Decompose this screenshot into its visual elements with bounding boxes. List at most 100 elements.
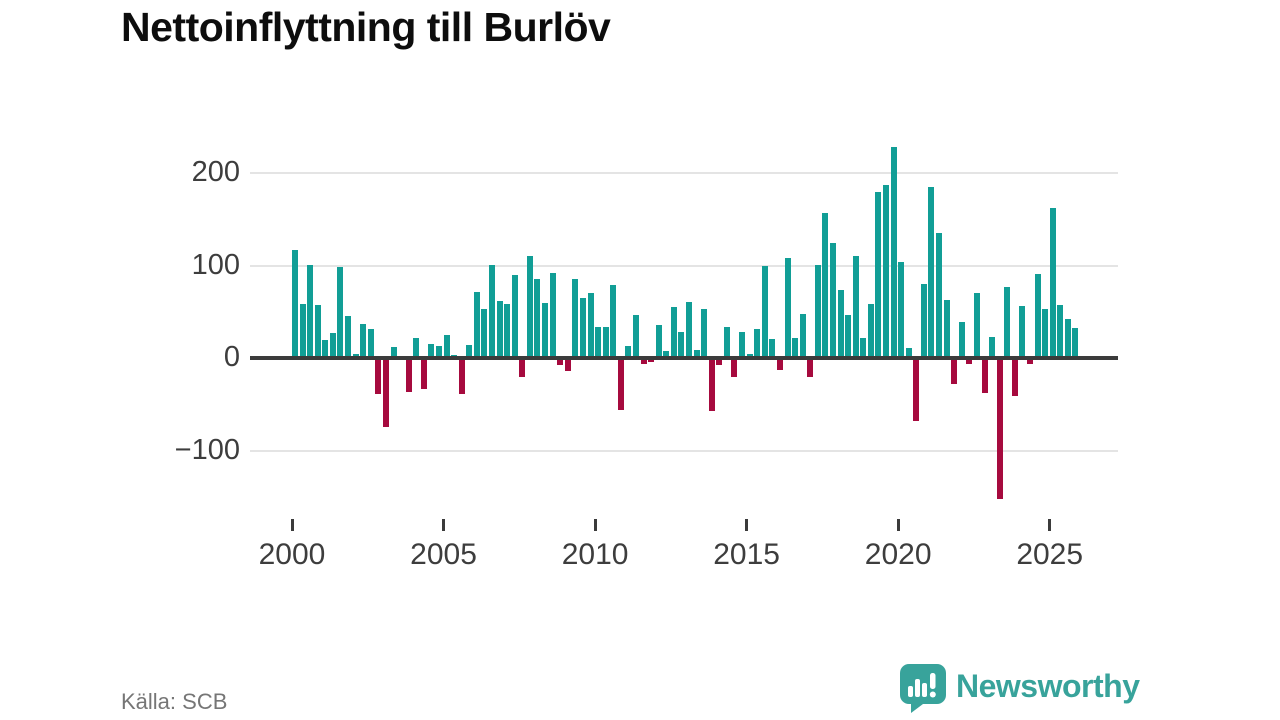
bar-positive — [845, 314, 852, 358]
bar-positive — [572, 279, 579, 358]
bar-positive — [678, 332, 685, 358]
bar-positive — [504, 304, 511, 358]
bar-positive — [367, 329, 374, 358]
x-tick-label: 2010 — [561, 538, 629, 571]
bar-positive — [883, 185, 889, 358]
y-gridline — [250, 449, 1118, 452]
bar-positive — [958, 321, 965, 358]
bar-negative — [913, 358, 920, 421]
bar-positive — [739, 332, 746, 358]
bar-positive — [1042, 308, 1049, 358]
newsworthy-logo-icon — [900, 664, 946, 713]
bar-positive — [625, 345, 632, 358]
bar-positive — [867, 304, 874, 358]
bar-negative — [405, 358, 412, 393]
bar-positive — [837, 290, 844, 358]
bar-negative — [807, 358, 814, 377]
bar-positive — [670, 307, 677, 358]
bar-negative — [951, 358, 958, 384]
bar-negative — [375, 358, 382, 395]
bar-positive — [526, 256, 533, 358]
bar-positive — [1019, 306, 1026, 358]
bar-positive — [784, 258, 791, 358]
y-tick-label: −100 — [174, 433, 240, 466]
bar-negative — [981, 358, 988, 394]
bar-positive — [693, 349, 700, 358]
bar-positive — [905, 347, 912, 358]
bar-positive — [769, 338, 776, 358]
bar-positive — [989, 336, 996, 358]
bar-positive — [723, 327, 730, 358]
bar-positive — [307, 264, 314, 358]
bar-negative — [716, 358, 723, 366]
bar-positive — [920, 284, 927, 358]
bar-positive — [1072, 328, 1079, 358]
plot-area: 200 100 0 −100 2000 2005 2010 2015 2020 2025 — [174, 147, 1118, 571]
bar-positive — [632, 315, 639, 358]
bar-negative — [557, 358, 564, 366]
x-axis-zero-line — [250, 356, 1118, 360]
bar-positive — [860, 337, 867, 358]
bar-positive — [481, 308, 488, 358]
bar-positive — [473, 292, 480, 358]
bar-positive — [292, 249, 298, 358]
bar-positive — [443, 334, 450, 358]
bar-positive — [898, 261, 905, 358]
bar-negative — [1011, 358, 1018, 396]
newsworthy-logo: Newsworthy — [899, 663, 1219, 713]
bar-positive — [587, 293, 594, 358]
y-gridline — [250, 264, 1118, 267]
bar-negative — [731, 358, 738, 377]
bar-positive — [761, 265, 768, 358]
y-gridline — [250, 172, 1118, 174]
x-tick-label: 2025 — [1016, 538, 1084, 571]
x-tick-mark — [896, 519, 900, 531]
bar-positive — [511, 274, 518, 358]
x-tick-mark — [745, 519, 749, 531]
bar-positive — [595, 327, 602, 358]
bar-positive — [701, 308, 708, 358]
bar-negative — [640, 358, 647, 364]
bar-positive — [1057, 305, 1064, 358]
bar-positive — [534, 279, 541, 358]
bar-positive — [852, 256, 859, 358]
bar-positive — [360, 323, 367, 358]
bar-positive — [973, 293, 980, 358]
bar-positive — [875, 192, 882, 358]
x-tick-label: 2020 — [864, 538, 932, 571]
bar-positive — [390, 346, 397, 358]
bar-negative — [519, 358, 526, 377]
x-tick-mark — [442, 519, 446, 531]
bar-positive — [413, 337, 420, 358]
bar-negative — [1026, 358, 1033, 364]
y-tick-label: 100 — [191, 248, 240, 281]
bar-negative — [776, 358, 783, 371]
bar-positive — [754, 329, 761, 358]
bar-positive — [1004, 286, 1011, 358]
bar-negative — [708, 358, 715, 411]
bar-positive — [686, 301, 692, 358]
bar-negative — [617, 358, 624, 410]
bar-positive — [610, 284, 617, 358]
bar-positive — [337, 267, 344, 358]
bar-positive — [663, 350, 670, 358]
bar-positive — [829, 243, 836, 358]
bar-negative — [966, 358, 973, 364]
bar-positive — [579, 297, 586, 358]
bar-positive — [936, 233, 943, 358]
bar-positive — [1064, 319, 1071, 358]
bar-positive — [549, 272, 556, 358]
bar-positive — [329, 333, 336, 358]
bar-positive — [814, 264, 821, 358]
bar-positive — [542, 302, 549, 358]
newsworthy-logo-text: Newsworthy — [956, 668, 1140, 704]
bar-positive — [1049, 208, 1056, 358]
bar-positive — [1034, 273, 1041, 358]
x-tick-mark — [593, 519, 597, 531]
bar-positive — [655, 324, 662, 358]
bar-positive — [322, 339, 329, 358]
bar-positive — [435, 345, 442, 358]
bar-positive — [496, 300, 503, 358]
bar-negative — [420, 358, 427, 389]
